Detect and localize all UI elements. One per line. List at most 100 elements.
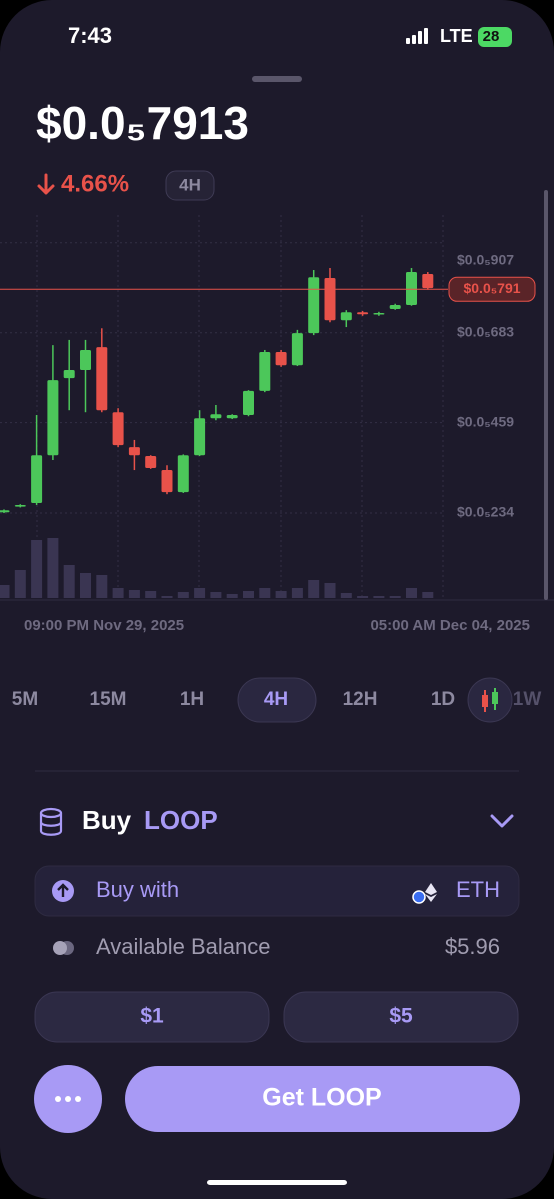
candle-body (14, 505, 26, 507)
pay-label: Buy with (96, 877, 179, 902)
signal-icon (406, 28, 428, 44)
candle-body (177, 455, 189, 493)
volume-bar (47, 538, 59, 598)
amount-buttons: $1 $5 (34, 991, 519, 1043)
candle-body (31, 455, 43, 503)
chart-type-button[interactable] (467, 677, 513, 723)
interval-badge (165, 170, 215, 201)
price-change: 4.66% (61, 170, 129, 197)
timeframe-option[interactable]: 4H (264, 689, 288, 710)
x-axis-end-label: 05:00 AM Dec 04, 2025 (370, 617, 530, 634)
x-axis-start-label: 09:00 PM Nov 29, 2025 (24, 617, 184, 634)
home-indicator (207, 1180, 347, 1185)
y-tick-label: $0.0₅234 (457, 504, 514, 520)
volume-bar (63, 565, 75, 598)
eth-icon (425, 883, 437, 902)
expand-chevron[interactable] (490, 814, 514, 828)
amount-button[interactable] (283, 991, 519, 1043)
timeframe-option[interactable]: 12H (343, 689, 378, 710)
more-dots (55, 1096, 81, 1102)
balance-icon (53, 941, 74, 955)
candle-body (80, 349, 91, 371)
get-button-label: Get LOOP (262, 1084, 381, 1112)
candlestick-chart: $0.0₅907 $0.0₅683 $0.0₅459 $0.0₅234 $0.0₅791 (0, 242, 536, 598)
volume-bar (210, 592, 222, 598)
candle-body (0, 510, 10, 513)
volume-bar (177, 592, 189, 598)
price: $0.0₅7913 (36, 97, 249, 149)
timeframe-selected (237, 677, 317, 723)
volume-bar (324, 583, 336, 598)
amount-button[interactable] (34, 991, 270, 1043)
volume-bar (145, 591, 157, 598)
volume-bar (406, 588, 417, 598)
current-price-badge (448, 276, 536, 302)
y-tick-label: $0.0₅459 (457, 413, 514, 429)
candle-body (47, 380, 59, 456)
volume-bar (31, 540, 43, 598)
chain-icon (412, 890, 426, 904)
volume-bar (373, 596, 385, 598)
candle-body (96, 347, 108, 411)
candle-body (324, 278, 336, 321)
down-arrow (37, 173, 55, 195)
battery-level: 28 (483, 28, 500, 45)
status-time: 7:43 (68, 23, 112, 48)
pay-selector[interactable] (34, 865, 520, 917)
volume-bar (194, 588, 206, 598)
amount-label: $5 (389, 1005, 413, 1028)
candle-body (226, 415, 238, 419)
candle-body (275, 351, 287, 366)
volume-bar (80, 573, 91, 598)
scrollbar (544, 190, 548, 600)
buy-action: Buy (82, 805, 132, 835)
candle-body (128, 447, 140, 456)
candle-body (210, 414, 222, 419)
candle-body (422, 274, 434, 289)
volume-bar (226, 594, 238, 598)
volume-bar (275, 591, 287, 598)
status-network: LTE (440, 26, 473, 46)
balance-label: Available Balance (96, 934, 271, 959)
volume-bar (96, 575, 108, 598)
timeframe-option[interactable]: 5M (12, 689, 38, 710)
candle-body (406, 272, 417, 305)
volume-bar (112, 588, 124, 598)
balance-value: $5.96 (445, 934, 500, 959)
volume-bar (259, 588, 271, 598)
timeframe-selector: 5M 15M 1H 4H 12H 1D 1W (12, 677, 542, 723)
buy-token: LOOP (144, 805, 218, 835)
timeframe-option[interactable]: 15M (90, 689, 127, 710)
candle-body (291, 333, 303, 366)
volume-bar (161, 596, 173, 598)
volume-bar (291, 588, 303, 598)
volume-bar (389, 596, 401, 598)
volume-bar (243, 591, 254, 598)
y-tick-label: $0.0₅907 (457, 252, 514, 268)
amount-label: $1 (140, 1005, 164, 1028)
timeframe-option[interactable]: 1D (431, 689, 455, 710)
pay-token: ETH (456, 877, 500, 902)
candle-body (357, 312, 369, 315)
current-price-label: $0.0₅791 (463, 280, 520, 296)
volume-bar (128, 590, 140, 598)
timeframe-option[interactable]: 1W (513, 689, 542, 710)
candle-body (112, 412, 124, 446)
sheet-handle (252, 76, 302, 82)
timeframe-option[interactable]: 1H (180, 689, 204, 710)
candle-body (308, 277, 320, 334)
candle-body (63, 370, 75, 379)
volume-bar (422, 592, 434, 598)
candle-body (259, 351, 271, 391)
vertical-grid (36, 215, 444, 600)
y-tick-label: $0.0₅683 (457, 323, 514, 339)
volume-bar (14, 570, 26, 598)
get-button[interactable] (125, 1066, 520, 1132)
candle-body (389, 304, 401, 309)
volume-bar (0, 585, 10, 598)
battery-icon (478, 27, 512, 47)
volume-bar (340, 593, 352, 598)
interval-label: 4H (179, 175, 201, 194)
